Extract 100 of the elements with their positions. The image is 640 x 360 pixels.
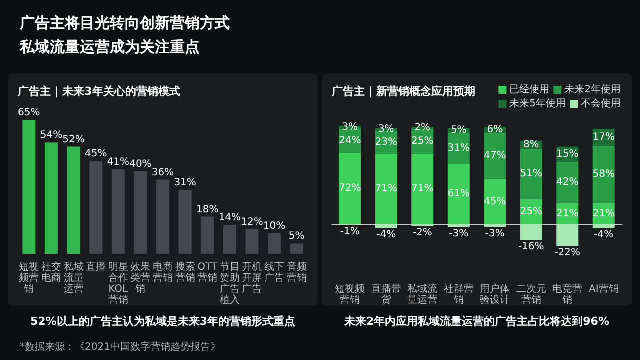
data-label: -4% [376,230,396,241]
bar [223,225,236,254]
bar [375,224,398,228]
bar [112,169,125,254]
chart-title: 广告主 | 新营销概念应用预期 [332,84,476,99]
data-label: 6% [487,124,504,136]
bar [520,224,542,240]
data-label: -22% [554,248,581,258]
x-tick-label: 私域流量运营 [64,261,84,295]
data-label: 58% [592,169,615,180]
data-label: 18% [196,204,219,216]
data-label: 8% [523,139,540,150]
x-tick-label: 社群营销 [444,283,474,306]
bar [448,164,470,224]
data-label: 25% [412,136,434,147]
x-tick-label: 电竞营销 [552,283,583,306]
data-label: 42% [556,177,579,188]
data-label: -1% [340,226,360,238]
data-label: 5% [450,124,467,136]
data-label: 15% [556,148,579,160]
data-label: 71% [375,183,398,194]
data-label: 12% [241,216,264,228]
data-label: 71% [412,183,434,194]
x-tick-label: 直播 [86,261,106,273]
bar [484,224,506,228]
data-label: 72% [339,182,362,194]
bar [412,154,434,224]
data-label: 45% [484,196,506,208]
bar [375,154,398,224]
data-label: 21% [556,208,579,220]
data-label: 52% [62,134,85,146]
data-label: -2% [412,228,432,239]
text: 52%以上的广告主认为私域是未来3年的营销形式重点 [30,314,296,329]
x-tick-label: 直播带货 [371,283,402,306]
text: 未来2年内应用私域流量运营的广告主占比将达到96% [344,314,610,329]
data-label: 31% [174,178,196,189]
data-label: 14% [218,212,242,224]
bar [134,172,148,254]
x-tick-label: 二次元营销 [516,284,546,306]
bar [178,190,192,254]
data-label: 47% [484,150,506,162]
data-label: 54% [40,130,63,142]
x-tick-label: 线下广告 [264,261,285,284]
data-label: 25% [520,206,542,218]
bar [201,216,214,254]
legend-label: 不会使用 [581,98,621,110]
bar [592,146,615,204]
bar [556,162,579,204]
data-label: -16% [518,242,544,253]
data-label: 3% [342,122,358,133]
data-label: 65% [18,108,40,118]
bar [556,224,579,246]
x-tick-label: OTT营销 [198,262,218,284]
x-tick-label: AI营销 [588,283,619,295]
bar [290,244,304,254]
text: 广告主 | 未来3年关心的营销模式 [18,84,180,99]
x-tick-label: 效果类营销 [130,262,151,295]
text: *数据来源：《2021中国数字营销趋势报告》 [20,340,220,354]
chart-title: 广告主将目光转向创新营销方式 [20,14,230,33]
data-label: 23% [375,136,398,148]
data-label: 21% [592,208,615,220]
chart-subtitle: 私域流量运营成为关注重点 [20,38,200,57]
data-label: 45% [84,148,108,160]
data-label: 40% [130,159,152,170]
bar [339,152,362,224]
x-tick-label: 电商营销 [153,261,173,284]
bar [520,148,542,200]
x-tick-label: 搜索营销 [175,261,196,284]
bar [90,161,103,254]
x-tick-label: 用户体验设计 [480,283,510,306]
data-label: 36% [152,167,174,178]
x-tick-label: 音频营销 [286,261,307,284]
data-label: -4% [594,230,614,241]
legend-label: 已经使用 [510,84,550,96]
legend-label: 未来2年使用 [564,84,622,96]
data-label: 10% [263,220,286,232]
bar [592,224,615,228]
bar [44,142,58,254]
data-label: 61% [448,188,470,200]
data-label: 17% [592,132,615,143]
bar [448,224,470,228]
x-tick-label: 短视频营销 [335,283,366,306]
bar [268,233,282,254]
data-label: 51% [520,168,542,180]
legend-label: 未来5年使用 [510,98,566,110]
bar [67,146,80,254]
x-tick-label: 私域流量运营 [408,283,438,306]
x-tick-label: 短视频营销 [19,261,40,295]
bar [22,120,36,254]
data-label: 31% [448,142,470,154]
data-label: 24% [339,135,362,146]
bar [156,180,170,254]
bar [484,180,506,224]
bar [246,229,259,254]
data-label: -3% [449,228,469,240]
x-tick-label: 节目赞助广告植入 [220,261,240,306]
x-tick-label: 明星合作KOL营销 [108,262,129,306]
x-tick-label: 社交电商 [41,261,62,284]
bar [484,132,506,180]
data-label: 2% [414,122,431,134]
